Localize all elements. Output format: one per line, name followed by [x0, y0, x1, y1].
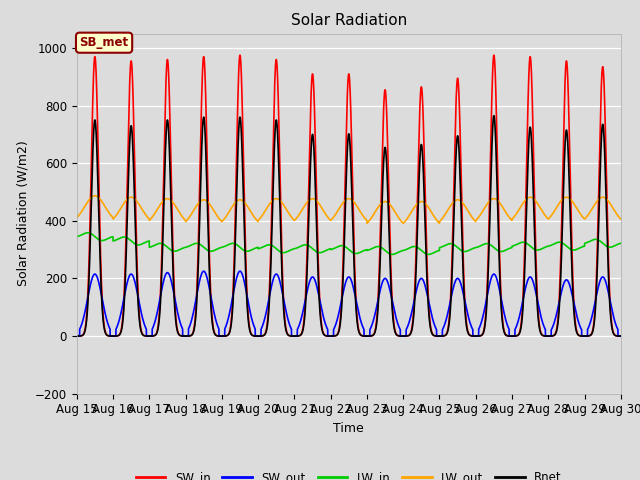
Legend: SW_in, SW_out, LW_in, LW_out, Rnet: SW_in, SW_out, LW_in, LW_out, Rnet: [131, 466, 566, 480]
Title: Solar Radiation: Solar Radiation: [291, 13, 407, 28]
X-axis label: Time: Time: [333, 422, 364, 435]
Text: SB_met: SB_met: [79, 36, 129, 49]
Y-axis label: Solar Radiation (W/m2): Solar Radiation (W/m2): [17, 141, 29, 287]
